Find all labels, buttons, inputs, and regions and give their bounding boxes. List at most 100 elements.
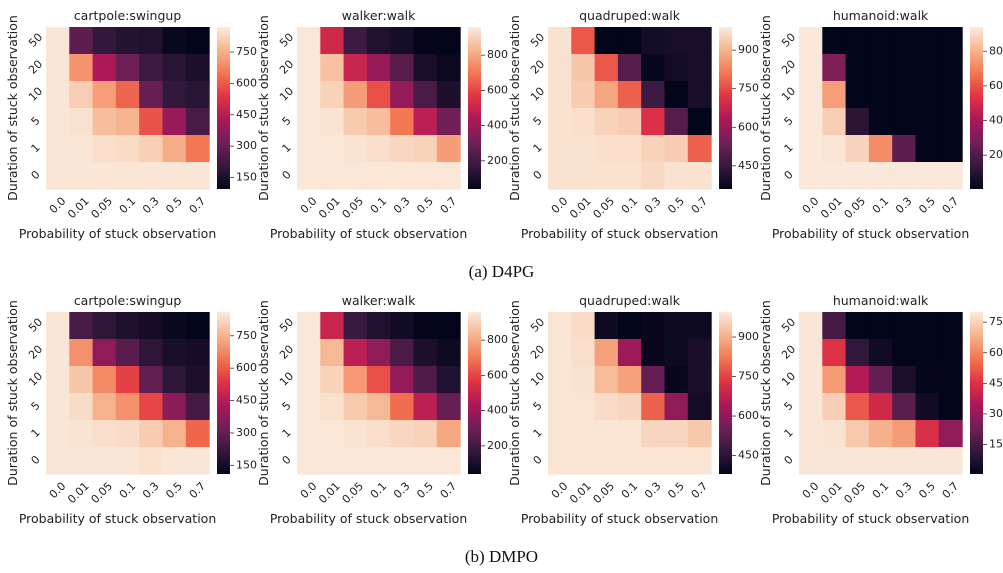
- heatmap-cell: [594, 27, 619, 55]
- y-tick-label: 5: [531, 399, 545, 413]
- heatmap-cell: [343, 447, 368, 475]
- heatmap-cell: [413, 447, 438, 475]
- heatmap-cell: [162, 312, 187, 340]
- heatmap-cell: [571, 420, 596, 448]
- y-tick-label: 20: [277, 343, 296, 362]
- heatmap-cell: [641, 447, 666, 475]
- heatmap-cell: [799, 393, 823, 421]
- heatmap-cell: [822, 339, 847, 367]
- heatmap-cell: [641, 162, 666, 190]
- heatmap-cell: [297, 393, 321, 421]
- heatmap-cell: [687, 27, 712, 55]
- heatmap-cell: [46, 162, 70, 190]
- heatmap-cell: [162, 162, 187, 190]
- heatmap-cell: [868, 162, 893, 190]
- heatmap-cell: [343, 162, 368, 190]
- heatmap-cell: [413, 420, 438, 448]
- heatmap-cell: [641, 420, 666, 448]
- colorbar-tick-label: 400: [487, 404, 508, 417]
- heatmap-cell: [868, 339, 893, 367]
- heatmap-cell: [343, 312, 368, 340]
- heatmap-cell: [548, 420, 572, 448]
- heatmap-cell: [297, 339, 321, 367]
- x-tick-label: 0.7: [689, 195, 711, 217]
- heatmap-cell: [297, 312, 321, 340]
- heatmap-cell: [641, 54, 666, 82]
- heatmap-cell: [115, 420, 140, 448]
- heatmap-cell: [594, 81, 619, 109]
- colorbar-tick-label: 800: [487, 333, 508, 346]
- heatmap-cell: [915, 81, 940, 109]
- heatmap-cell: [46, 81, 70, 109]
- heatmap-cell: [185, 366, 210, 394]
- heatmap-cell: [162, 135, 187, 163]
- heatmap-cell: [687, 393, 712, 421]
- y-tick-label: 5: [782, 399, 796, 413]
- heatmap-cell: [548, 135, 572, 163]
- heatmap-cell: [845, 393, 870, 421]
- heatmap-cell: [868, 81, 893, 109]
- heatmap-cell: [343, 81, 368, 109]
- x-tick-label: 0.7: [689, 480, 711, 502]
- heatmap-cell: [185, 393, 210, 421]
- heatmap-cell: [594, 108, 619, 136]
- heatmap-cell: [115, 162, 140, 190]
- heatmap-cell: [115, 135, 140, 163]
- heatmap-cell: [868, 366, 893, 394]
- x-tick-label: 0.05: [340, 195, 367, 222]
- colorbar-tick-label: 600: [236, 76, 257, 89]
- heatmap-cell: [915, 108, 940, 136]
- heatmap-cell: [320, 339, 345, 367]
- heatmap-cell: [185, 447, 210, 475]
- y-axis-label: Duration of stuck observation: [5, 300, 20, 486]
- x-tick-label: 0.3: [642, 195, 664, 217]
- x-tick-label: 0.01: [567, 480, 594, 507]
- y-tick-label: 0: [782, 453, 796, 467]
- heatmap-cell: [413, 135, 438, 163]
- x-tick-label: 0.1: [117, 480, 139, 502]
- heatmap-cell: [938, 54, 963, 82]
- heatmap-cell: [413, 366, 438, 394]
- heatmap-cell: [664, 162, 689, 190]
- heatmap-cell: [413, 81, 438, 109]
- heatmap-cell: [115, 81, 140, 109]
- heatmap-cell: [366, 366, 391, 394]
- heatmap-cell: [115, 366, 140, 394]
- heatmap-cell: [571, 135, 596, 163]
- heatmap-cell: [938, 162, 963, 190]
- heatmap-cell: [799, 135, 823, 163]
- y-tick-label: 1: [29, 141, 43, 155]
- heatmap-cell: [571, 162, 596, 190]
- colorbar: [468, 27, 481, 189]
- heatmap-cell: [185, 162, 210, 190]
- colorbar-tick-label: 300: [236, 426, 257, 439]
- heatmap-cell: [46, 54, 70, 82]
- y-tick-label: 5: [29, 114, 43, 128]
- colorbar-tick-label: 750: [738, 82, 759, 95]
- colorbar-tick-label: 750: [738, 370, 759, 383]
- heatmap-cell: [69, 135, 94, 163]
- heatmap-cell: [297, 54, 321, 82]
- colorbar-tick-label: 450: [236, 394, 257, 407]
- colorbar-tick-label: 750: [989, 315, 1003, 328]
- x-tick-label: 0.7: [940, 195, 962, 217]
- y-axis-label: Duration of stuck observation: [5, 15, 20, 201]
- y-tick-label: 20: [26, 58, 45, 77]
- y-tick-label: 1: [531, 426, 545, 440]
- x-tick-label: 0.3: [391, 480, 413, 502]
- x-tick-label: 0.05: [89, 195, 116, 222]
- heatmap-cell: [845, 420, 870, 448]
- heatmap-cell: [413, 27, 438, 55]
- heatmap-cell: [139, 135, 164, 163]
- heatmap-cell: [664, 27, 689, 55]
- heatmap-cell: [868, 393, 893, 421]
- y-axis-label: Duration of stuck observation: [758, 15, 773, 201]
- heatmap-cell: [799, 81, 823, 109]
- heatmap-cell: [69, 366, 94, 394]
- y-tick-label: 10: [528, 85, 547, 104]
- heatmap-cell: [687, 108, 712, 136]
- y-tick-label: 10: [277, 85, 296, 104]
- heatmap-cell: [641, 366, 666, 394]
